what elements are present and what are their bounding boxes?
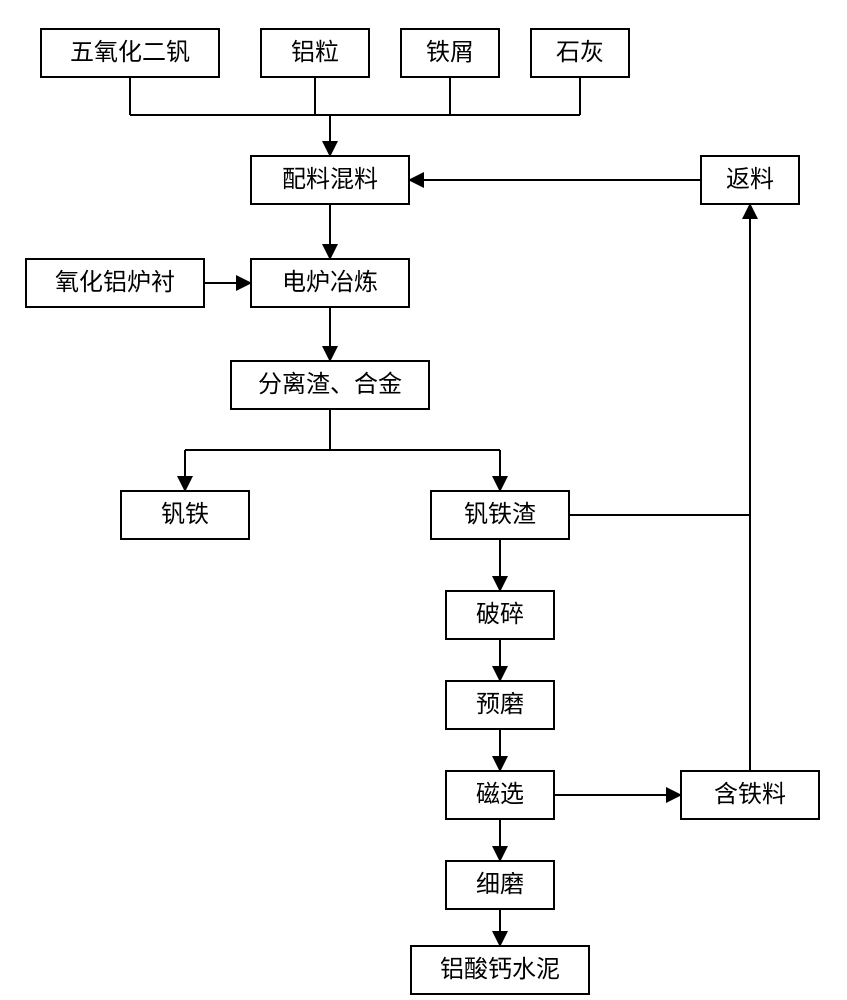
lbl: 配料混料 — [282, 166, 378, 195]
node-al: 铝粒 — [260, 28, 370, 78]
node-cement: 铝酸钙水泥 — [410, 945, 590, 995]
node-femat: 含铁料 — [680, 770, 820, 820]
lbl: 含铁料 — [714, 781, 786, 810]
lbl: 铁屑 — [426, 39, 474, 68]
node-fe: 铁屑 — [400, 28, 500, 78]
lbl: 返料 — [726, 166, 774, 195]
lbl: 五氧化二钒 — [70, 39, 190, 68]
node-pregr: 预磨 — [445, 680, 555, 730]
node-fev: 钒铁 — [120, 490, 250, 540]
lbl: 破碎 — [476, 601, 524, 630]
node-return: 返料 — [700, 155, 800, 205]
lbl: 钒铁 — [161, 501, 209, 530]
lbl: 铝酸钙水泥 — [440, 956, 560, 985]
lbl: 细磨 — [476, 871, 524, 900]
node-crush: 破碎 — [445, 590, 555, 640]
lbl: 铝粒 — [291, 39, 339, 68]
node-mix: 配料混料 — [250, 155, 410, 205]
node-slag: 钒铁渣 — [430, 490, 570, 540]
node-lime: 石灰 — [530, 28, 630, 78]
lbl: 电炉冶炼 — [282, 269, 378, 298]
lbl: 氧化铝炉衬 — [55, 269, 175, 298]
node-fine: 细磨 — [445, 860, 555, 910]
lbl: 预磨 — [476, 691, 524, 720]
node-lining: 氧化铝炉衬 — [25, 258, 205, 308]
node-smelt: 电炉冶炼 — [250, 258, 410, 308]
lbl: 磁选 — [476, 781, 524, 810]
lbl: 石灰 — [556, 39, 604, 68]
node-sep: 分离渣、合金 — [230, 360, 430, 410]
node-mag: 磁选 — [445, 770, 555, 820]
node-v2o5: 五氧化二钒 — [40, 28, 220, 78]
lbl: 钒铁渣 — [464, 501, 536, 530]
lbl: 分离渣、合金 — [258, 371, 402, 400]
